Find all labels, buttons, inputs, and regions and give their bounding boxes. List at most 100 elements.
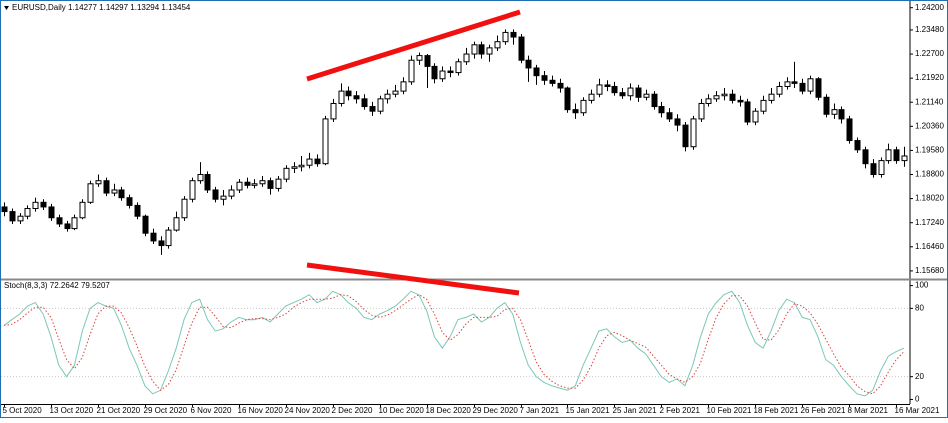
- candle-body: [768, 93, 775, 101]
- indicator-title: Stoch(8,3,3) 72.2642 79.5207: [4, 281, 110, 290]
- candle-body: [400, 81, 407, 92]
- candle-body: [666, 112, 673, 120]
- candle-body: [48, 206, 55, 219]
- candle-body: [197, 174, 204, 182]
- candle-body: [549, 79, 556, 84]
- x-tick-label: 10 Dec 2020: [379, 406, 425, 415]
- candle-body: [71, 217, 78, 230]
- y-tick-label: 1.23480: [915, 25, 944, 34]
- candle-body: [901, 155, 908, 162]
- candle-body: [862, 149, 869, 165]
- y-tick-label: 1.20360: [915, 121, 944, 130]
- x-tick-label: 25 Jan 2021: [613, 406, 658, 415]
- candle-body: [158, 240, 165, 247]
- y-tick-label: 1.22700: [915, 49, 944, 58]
- chart-title: EURUSD,Daily 1.14277 1.14297 1.13294 1.1…: [12, 3, 191, 12]
- candle-body: [721, 93, 728, 97]
- candle-body: [228, 189, 235, 197]
- candle-body: [103, 180, 110, 194]
- candle-body: [392, 90, 399, 95]
- candle-body: [541, 75, 548, 81]
- candle-body: [690, 118, 697, 148]
- candle-body: [142, 215, 149, 234]
- candle-body: [815, 78, 822, 98]
- candle-body: [557, 82, 564, 89]
- candle-body: [455, 61, 462, 74]
- x-tick-label: 29 Oct 2020: [144, 406, 188, 415]
- candle-body: [87, 183, 94, 203]
- trend-line-oscillator: [306, 262, 520, 296]
- candle-body: [212, 189, 219, 200]
- candle-body: [705, 98, 712, 104]
- candle-body: [447, 70, 454, 74]
- candle-body: [204, 174, 211, 191]
- candle-body: [150, 232, 157, 242]
- candle-body: [111, 189, 118, 194]
- candle-body: [823, 96, 830, 115]
- candle-body: [9, 211, 16, 222]
- candle-body: [878, 160, 885, 176]
- candle-body: [251, 183, 258, 186]
- y-tick-label: 80: [915, 303, 924, 312]
- candle-body: [79, 201, 86, 219]
- candle-body: [298, 164, 305, 168]
- candle-body: [1, 206, 8, 213]
- candle-body: [791, 81, 798, 84]
- candle-body: [518, 36, 525, 61]
- candle-body: [126, 197, 133, 206]
- y-tick-label: 20: [915, 372, 924, 381]
- candle-body: [776, 85, 783, 95]
- y-tick-label: 1.17240: [915, 218, 944, 227]
- candle-body: [838, 109, 845, 120]
- candle-body: [345, 90, 352, 97]
- x-tick-label: 6 Nov 2020: [191, 406, 232, 415]
- candle-body: [361, 98, 368, 108]
- x-tick-label: 13 Oct 2020: [50, 406, 94, 415]
- collapse-icon[interactable]: [4, 6, 9, 10]
- candle-body: [807, 78, 814, 92]
- candle-body: [627, 87, 634, 97]
- candle-body: [134, 204, 141, 217]
- candle-body: [478, 44, 485, 55]
- x-tick-label: 16 Nov 2020: [238, 406, 284, 415]
- x-tick-label: 18 Dec 2020: [426, 406, 472, 415]
- x-tick-label: 21 Oct 2020: [97, 406, 141, 415]
- y-tick-label: 1.18800: [915, 170, 944, 179]
- candle-body: [494, 41, 501, 49]
- candle-body: [165, 229, 172, 247]
- candle-body: [713, 95, 720, 100]
- candle-body: [322, 118, 329, 165]
- candle-body: [173, 217, 180, 231]
- candle-body: [854, 140, 861, 151]
- candle-body: [510, 31, 517, 38]
- stoch-line: [3, 294, 905, 395]
- candle-body: [291, 166, 298, 169]
- x-tick-label: 24 Nov 2020: [285, 406, 331, 415]
- candle-body: [651, 93, 658, 108]
- candle-body: [17, 215, 24, 222]
- candle-body: [619, 92, 626, 97]
- candle-body: [564, 87, 571, 111]
- candle-body: [259, 180, 266, 185]
- candle-body: [744, 101, 751, 123]
- y-tick-label: 1.15680: [915, 266, 944, 275]
- x-tick-label: 18 Feb 2021: [754, 406, 799, 415]
- x-tick-label: 15 Jan 2021: [566, 406, 611, 415]
- x-tick-label: 26 Feb 2021: [801, 406, 846, 415]
- x-tick-label: 2 Feb 2021: [660, 406, 701, 415]
- candle-body: [682, 124, 689, 148]
- candle-body: [95, 180, 102, 185]
- candle-body: [338, 90, 345, 104]
- candle-body: [424, 55, 431, 67]
- candle-body: [525, 59, 532, 69]
- candle-body: [784, 81, 791, 87]
- candle-body: [439, 70, 446, 80]
- candle-body: [471, 44, 478, 55]
- candle-body: [64, 223, 71, 230]
- stoch-line: [3, 290, 905, 397]
- candle-body: [353, 95, 360, 100]
- candle-body: [377, 98, 384, 112]
